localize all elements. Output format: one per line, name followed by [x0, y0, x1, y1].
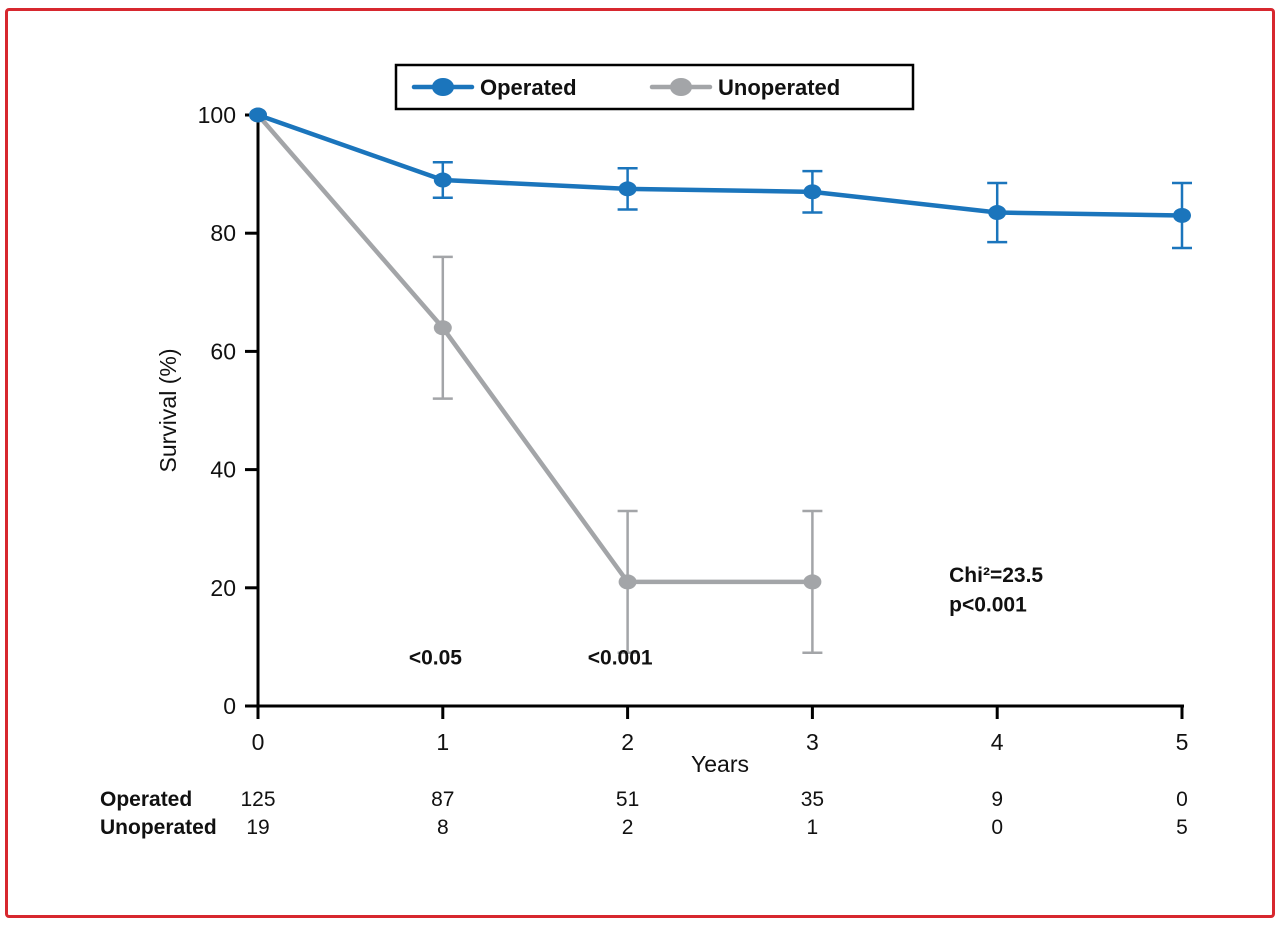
- series-line-unoperated: [255, 112, 815, 585]
- x-tick-label: 3: [806, 729, 819, 755]
- risk-value: 0: [1176, 788, 1188, 811]
- annotation: <0.001: [588, 647, 653, 670]
- risk-value: 0: [991, 816, 1003, 839]
- risk-row-label: Unoperated: [100, 816, 217, 839]
- legend-marker-unoperated: [670, 78, 692, 96]
- risk-value: 1: [807, 816, 819, 839]
- y-tick-label: 60: [210, 338, 236, 364]
- series-line-operated: [255, 112, 1185, 218]
- risk-row-label: Operated: [100, 788, 192, 811]
- legend-label-unoperated: Unoperated: [718, 75, 840, 100]
- y-tick-label: 40: [210, 457, 236, 483]
- y-tick-label: 80: [210, 220, 236, 246]
- risk-value: 125: [240, 788, 275, 811]
- annotation: Chi²=23.5: [949, 564, 1043, 587]
- y-axis-title: Survival (%): [155, 349, 181, 473]
- annotation: <0.05: [409, 647, 462, 670]
- risk-value: 2: [622, 816, 634, 839]
- x-tick-label: 0: [252, 729, 265, 755]
- risk-value: 51: [616, 788, 639, 811]
- risk-value: 5: [1176, 816, 1188, 839]
- data-point-operated: [249, 107, 267, 123]
- risk-value: 35: [801, 788, 824, 811]
- y-tick-label: 0: [223, 693, 236, 719]
- risk-value: 9: [991, 788, 1003, 811]
- data-point-operated: [1173, 207, 1191, 223]
- data-point-unoperated: [433, 320, 452, 336]
- x-tick-label: 4: [991, 729, 1004, 755]
- risk-value: 19: [246, 816, 269, 839]
- data-point-operated: [433, 172, 452, 188]
- risk-value: 8: [437, 816, 449, 839]
- legend-label-operated: Operated: [480, 75, 577, 100]
- data-point-operated: [803, 184, 822, 200]
- data-point-operated: [618, 181, 637, 197]
- x-tick-label: 5: [1176, 729, 1189, 755]
- data-point-unoperated: [618, 574, 637, 590]
- data-point-unoperated: [803, 574, 822, 590]
- y-tick-label: 20: [210, 575, 236, 601]
- x-axis-title: Years: [691, 751, 749, 777]
- risk-value: 87: [431, 788, 454, 811]
- y-tick-label: 100: [198, 102, 236, 128]
- legend-marker-operated: [432, 78, 454, 96]
- x-tick-label: 2: [621, 729, 634, 755]
- data-point-operated: [988, 205, 1007, 221]
- annotation: p<0.001: [949, 593, 1027, 616]
- x-tick-label: 1: [436, 729, 449, 755]
